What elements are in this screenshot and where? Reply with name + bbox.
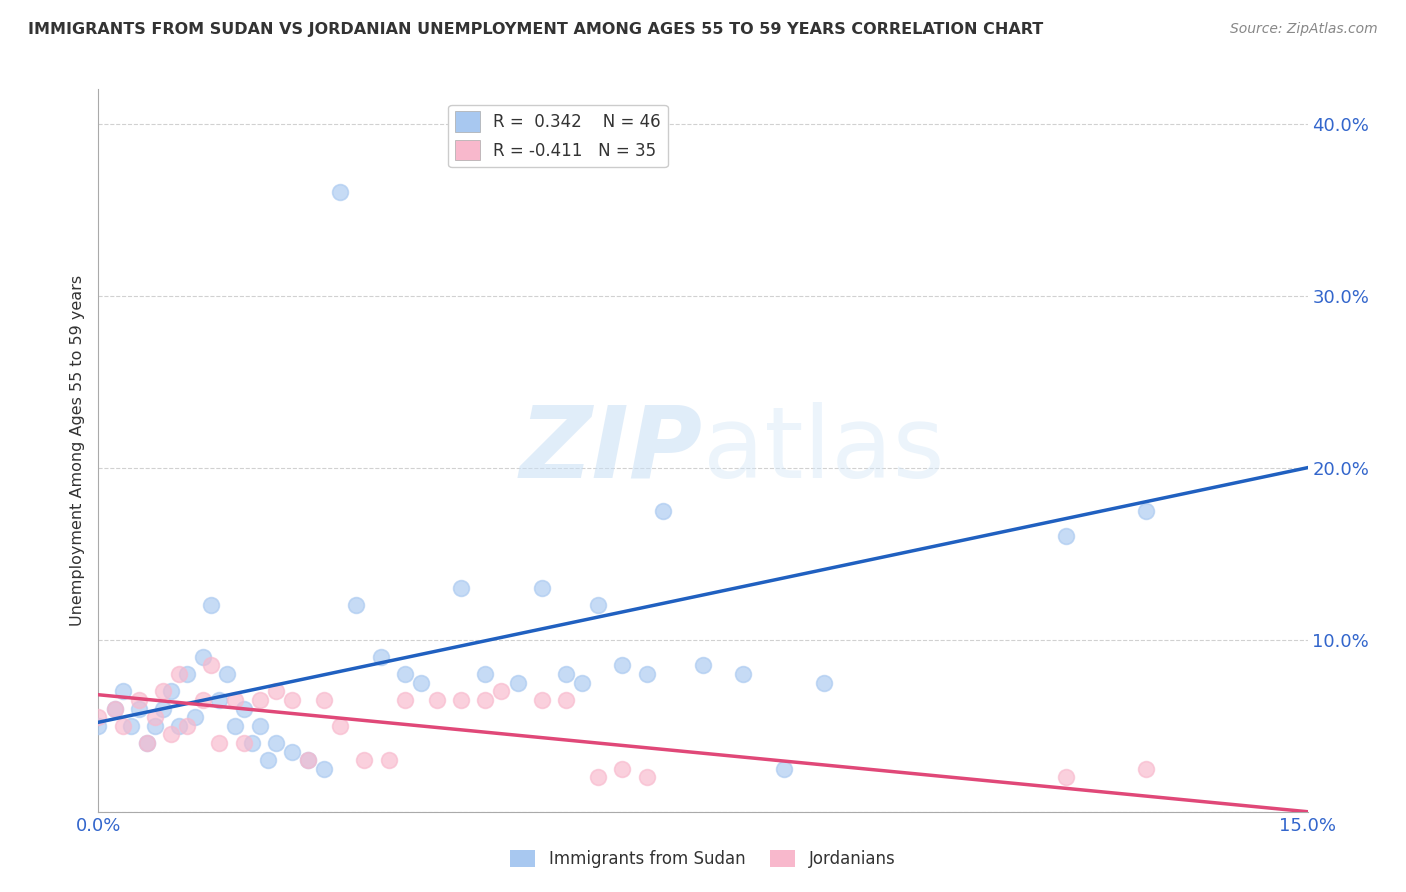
Point (120, 719, 142, 733)
Point (143, 710, 166, 724)
Point (1054, 529, 1077, 543)
Point (555, 667, 578, 681)
Point (506, 675, 529, 690)
Text: ZIP: ZIP (520, 402, 703, 499)
Text: IMMIGRANTS FROM SUDAN VS JORDANIAN UNEMPLOYMENT AMONG AGES 55 TO 59 YEARS CORREL: IMMIGRANTS FROM SUDAN VS JORDANIAN UNEMP… (28, 22, 1043, 37)
Point (370, 649, 392, 664)
Point (232, 736, 254, 750)
Point (530, 693, 553, 707)
Text: Source: ZipAtlas.com: Source: ZipAtlas.com (1230, 22, 1378, 37)
Point (450, 581, 472, 595)
Point (281, 693, 304, 707)
Point (249, 719, 271, 733)
Point (555, 693, 578, 707)
Point (281, 744, 304, 758)
Point (297, 753, 319, 767)
Legend: R =  0.342    N = 46, R = -0.411   N = 35: R = 0.342 N = 46, R = -0.411 N = 35 (449, 104, 668, 167)
Point (426, 693, 449, 707)
Point (232, 701, 254, 715)
Point (264, 684, 287, 698)
Point (636, 667, 658, 681)
Point (1135, 503, 1157, 517)
Point (184, 710, 207, 724)
Point (152, 684, 174, 698)
Point (111, 684, 134, 698)
Point (571, 675, 593, 690)
Point (409, 675, 432, 690)
Point (353, 753, 375, 767)
Point (160, 727, 183, 741)
Point (208, 693, 231, 707)
Point (329, 719, 352, 733)
Y-axis label: Unemployment Among Ages 55 to 59 years: Unemployment Among Ages 55 to 59 years (69, 275, 84, 626)
Point (813, 675, 835, 690)
Point (651, 503, 673, 517)
Point (450, 693, 472, 707)
Point (176, 719, 198, 733)
Point (1054, 770, 1077, 784)
Point (224, 719, 246, 733)
Point (160, 684, 183, 698)
Point (87, 710, 110, 724)
Point (256, 753, 278, 767)
Point (586, 599, 609, 613)
Point (314, 693, 336, 707)
Point (329, 186, 352, 200)
Point (128, 701, 150, 715)
Point (128, 693, 150, 707)
Point (224, 693, 246, 707)
Point (135, 736, 157, 750)
Point (143, 719, 166, 733)
Text: atlas: atlas (703, 402, 945, 499)
Point (612, 658, 634, 673)
Point (586, 770, 609, 784)
Point (111, 719, 134, 733)
Point (193, 693, 215, 707)
Point (314, 762, 336, 776)
Point (636, 770, 658, 784)
Point (176, 667, 198, 681)
Point (344, 599, 367, 613)
Point (1135, 762, 1157, 776)
Point (249, 693, 271, 707)
Point (733, 667, 755, 681)
Point (217, 667, 239, 681)
Point (530, 581, 553, 595)
Point (152, 701, 174, 715)
Point (193, 649, 215, 664)
Point (264, 736, 287, 750)
Point (167, 667, 190, 681)
Point (772, 762, 794, 776)
Point (87, 719, 110, 733)
Point (200, 658, 222, 673)
Point (692, 658, 714, 673)
Point (612, 762, 634, 776)
Legend: Immigrants from Sudan, Jordanians: Immigrants from Sudan, Jordanians (503, 843, 903, 875)
Point (167, 719, 190, 733)
Point (103, 701, 125, 715)
Point (491, 684, 513, 698)
Point (474, 667, 496, 681)
Point (474, 693, 496, 707)
Point (240, 736, 263, 750)
Point (135, 736, 157, 750)
Point (103, 701, 125, 715)
Point (200, 599, 222, 613)
Point (394, 667, 416, 681)
Point (297, 753, 319, 767)
Point (377, 753, 399, 767)
Point (394, 693, 416, 707)
Point (208, 736, 231, 750)
